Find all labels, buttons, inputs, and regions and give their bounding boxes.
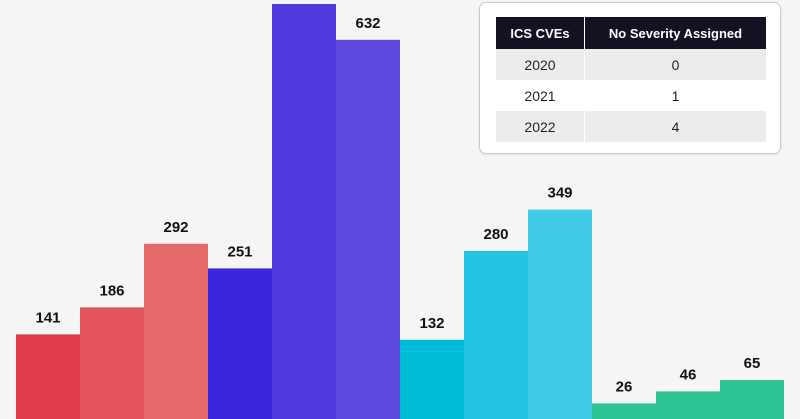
header-ics-cves: ICS CVEs <box>496 17 585 49</box>
bar-value-label: 186 <box>99 282 124 299</box>
bar-value-label: 141 <box>35 309 60 326</box>
header-no-severity: No Severity Assigned <box>584 17 766 49</box>
bar-3-1 <box>656 391 720 419</box>
bar-value-label: 349 <box>547 185 572 202</box>
table-header-row: ICS CVEs No Severity Assigned <box>496 17 766 49</box>
bar-2-0 <box>400 339 464 419</box>
bar-value-label: 280 <box>483 226 508 243</box>
bar-1-0 <box>208 268 272 419</box>
bar-3-0 <box>592 403 656 419</box>
table-row: 2021 1 <box>496 80 766 111</box>
table-row: 2020 0 <box>496 49 766 80</box>
year-cell: 2022 <box>496 111 585 142</box>
count-cell: 1 <box>584 80 766 111</box>
bar-value-label: 26 <box>616 378 633 395</box>
count-cell: 4 <box>584 111 766 142</box>
year-cell: 2020 <box>496 49 585 80</box>
bar-value-label: 292 <box>163 219 188 236</box>
bar-1-1 <box>272 4 336 419</box>
table-row: 2022 4 <box>496 111 766 142</box>
year-cell: 2021 <box>496 80 585 111</box>
bar-0-0 <box>16 334 80 419</box>
no-severity-table: ICS CVEs No Severity Assigned 2020 0 202… <box>496 17 766 142</box>
severity-table-card: ICS CVEs No Severity Assigned 2020 0 202… <box>479 2 781 154</box>
bar-3-2 <box>720 380 784 419</box>
count-cell: 0 <box>584 49 766 80</box>
bar-2-1 <box>464 251 528 419</box>
bar-value-label: 632 <box>355 15 380 32</box>
bar-value-label: 46 <box>680 366 697 383</box>
bar-0-2 <box>144 243 208 419</box>
bar-value-label: 132 <box>419 315 444 332</box>
bar-0-1 <box>80 307 144 419</box>
bar-1-2 <box>336 39 400 419</box>
bar-value-label: 65 <box>744 355 761 372</box>
bar-value-label: 251 <box>227 243 252 260</box>
bar-2-2 <box>528 209 592 419</box>
